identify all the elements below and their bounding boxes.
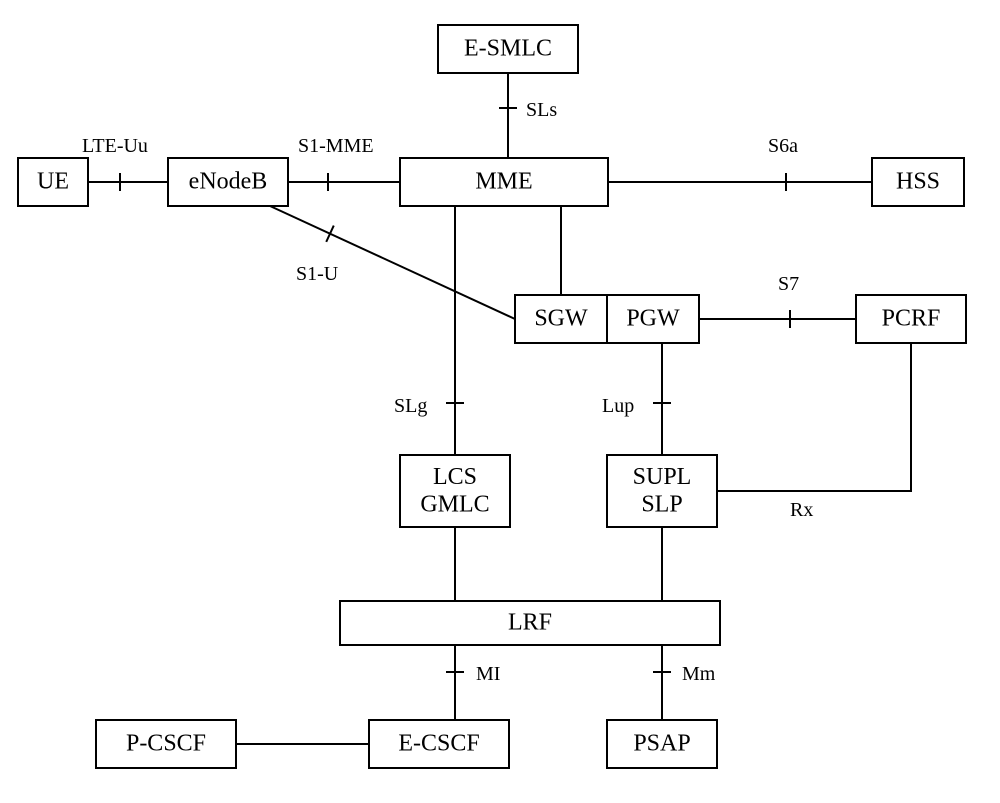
node-label-mme: MME (475, 169, 532, 195)
edge-label-lrf-ecscf: MI (476, 663, 500, 685)
tick-enodeb-sgw (326, 226, 334, 242)
node-label-sgw: SGW (534, 306, 588, 332)
edge-label-e-smlc-mme: SLs (526, 99, 557, 121)
node-label-supl-0: SUPL (633, 464, 692, 490)
edge-label-lrf-psap: Mm (682, 663, 716, 685)
node-label-psap: PSAP (633, 731, 690, 757)
node-label-hss: HSS (896, 169, 940, 195)
node-label-pcrf: PCRF (882, 306, 941, 332)
edge-label-pgw-supl: Lup (602, 395, 634, 417)
node-label-supl-1: SLP (641, 491, 682, 517)
edge-label-pgw-pcrf: S7 (778, 273, 799, 295)
node-label-esmlc: E-SMLC (464, 36, 552, 62)
edge-label-mme-lcs: SLg (394, 395, 427, 417)
edge-pcrf-supl (717, 343, 911, 491)
edge-label-enodeb-mme: S1-MME (298, 135, 374, 157)
node-label-lcs-0: LCS (433, 464, 477, 490)
edge-label-enodeb-sgw: S1-U (296, 263, 339, 285)
node-label-pcscf: P-CSCF (126, 731, 206, 757)
edge-label-ue-enodeb: LTE-Uu (82, 135, 148, 157)
node-label-lrf: LRF (508, 610, 552, 636)
node-label-ecscf: E-CSCF (398, 731, 479, 757)
edge-label-mme-hss: S6a (768, 135, 798, 157)
edge-label-pcrf-supl: Rx (790, 499, 813, 521)
node-label-pgw: PGW (626, 306, 680, 332)
node-label-ue: UE (37, 169, 69, 195)
node-label-lcs-1: GMLC (420, 491, 489, 517)
node-label-enodeb: eNodeB (189, 169, 268, 195)
